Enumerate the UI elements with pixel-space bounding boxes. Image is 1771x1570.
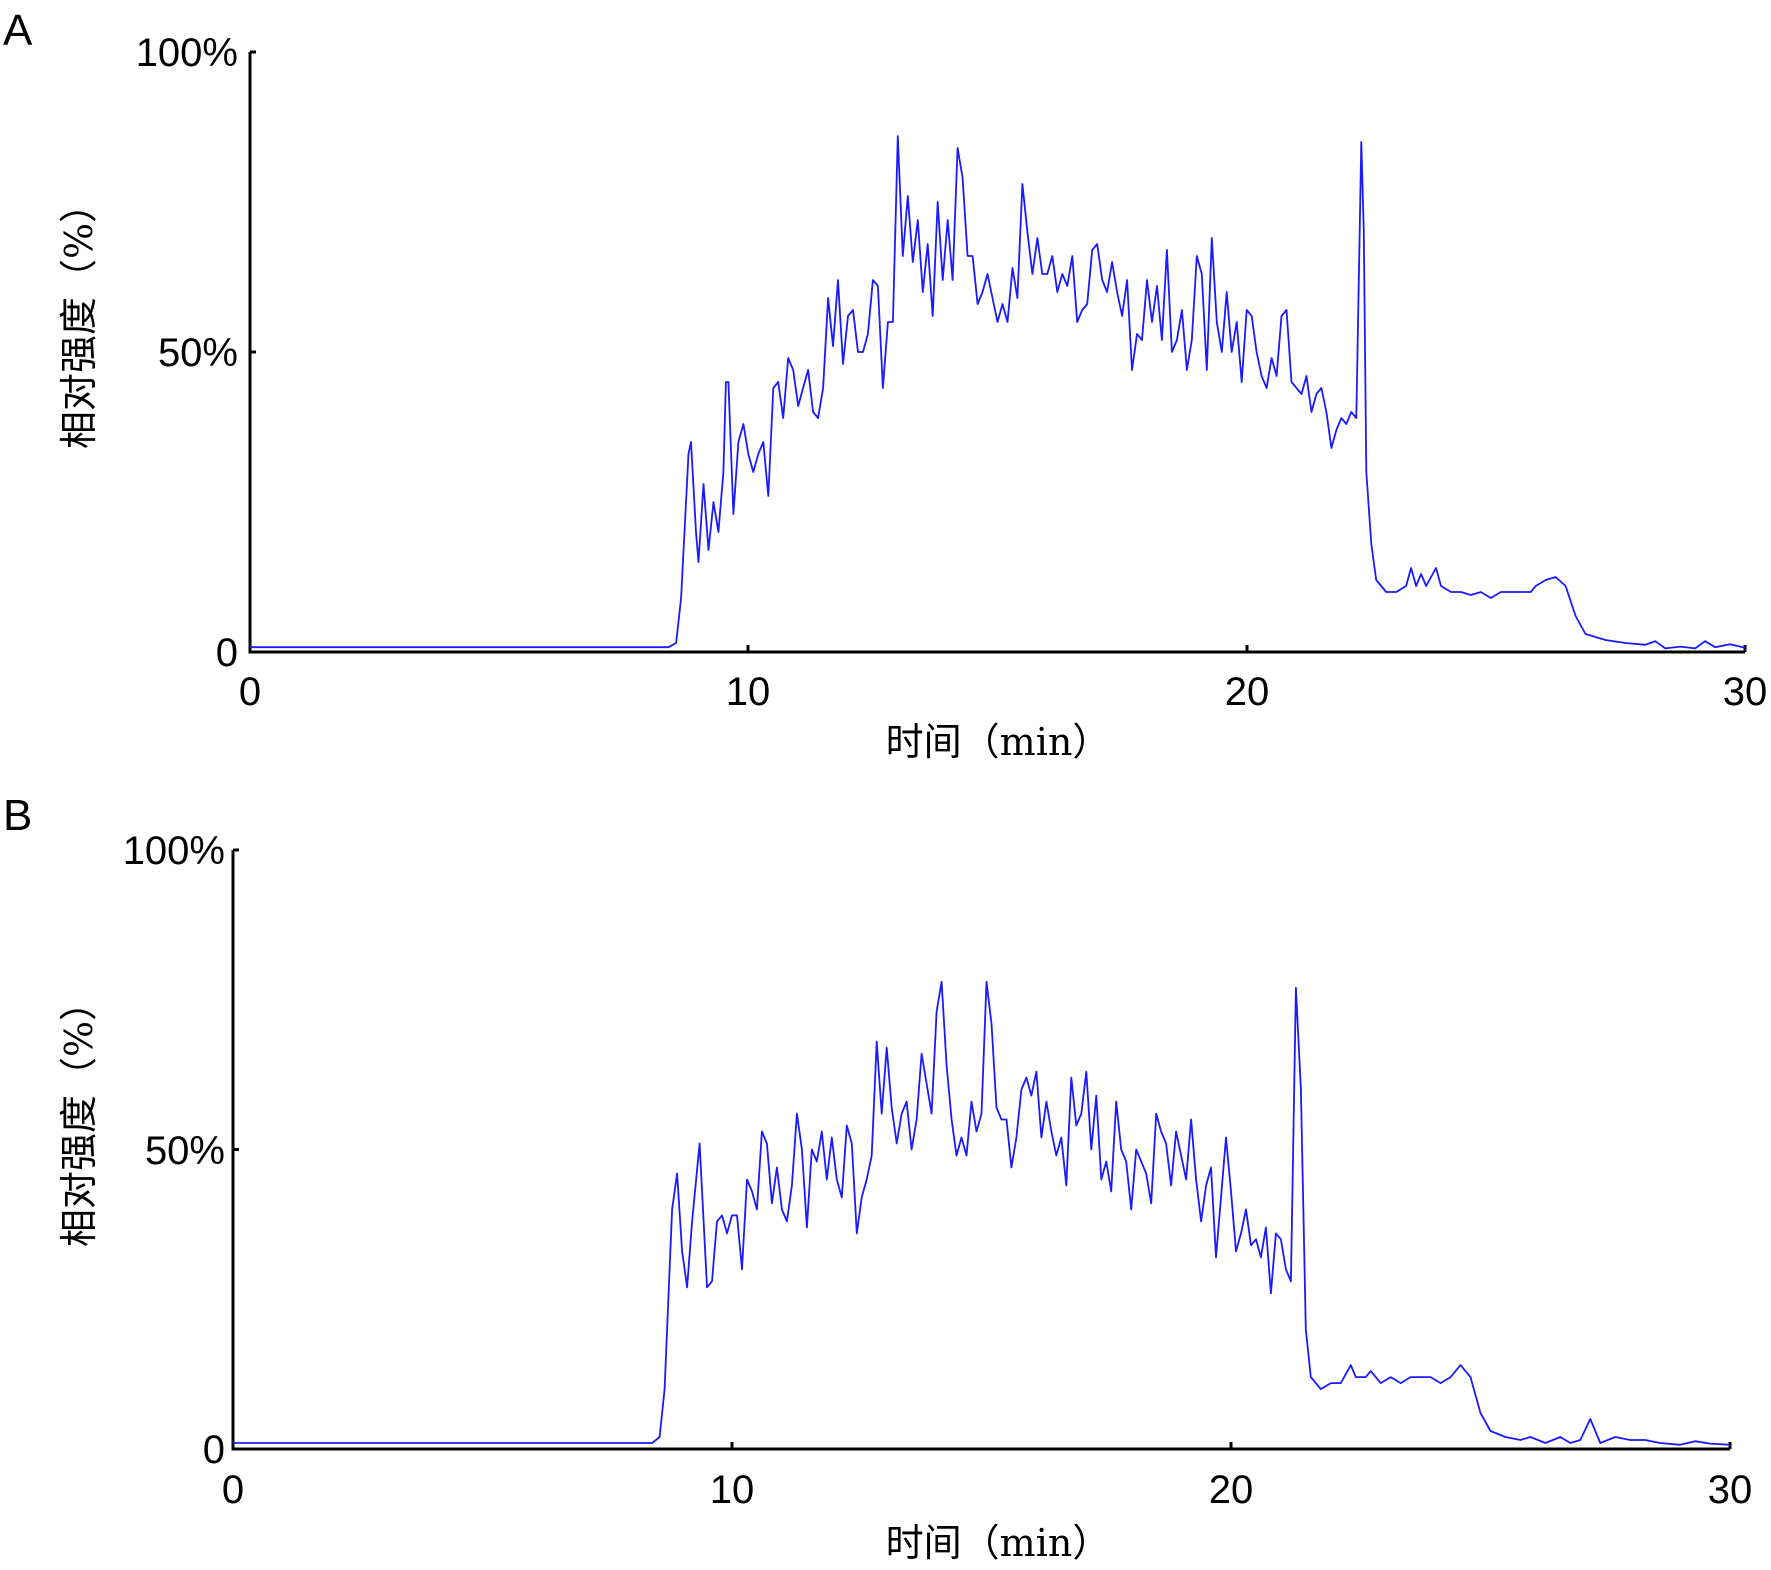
chromatogram-line-a bbox=[250, 135, 1746, 650]
y-axis-title-b: 相对强度（%） bbox=[57, 983, 101, 1247]
x-axis-title-b: 时间（min） bbox=[886, 1521, 1111, 1565]
panel-b: B 100% 50% 0 0 10 20 30 时间（min） 相对强度（%） bbox=[3, 791, 1752, 1565]
y-tick-label-a-100: 100% bbox=[136, 31, 238, 75]
y-tick-label-b-50: 50% bbox=[145, 1129, 225, 1173]
panel-label-b: B bbox=[3, 791, 32, 840]
x-axis-title-a: 时间（min） bbox=[886, 720, 1111, 764]
y-tick-label-b-100: 100% bbox=[123, 829, 225, 873]
y-axis-title-a: 相对强度（%） bbox=[57, 185, 101, 449]
x-tick-label-a-0: 0 bbox=[239, 670, 261, 714]
x-tick-label-a-30: 30 bbox=[1723, 670, 1768, 714]
y-tick-label-a-0: 0 bbox=[216, 631, 238, 675]
x-tick-label-b-10: 10 bbox=[710, 1468, 755, 1512]
y-tick-label-a-50: 50% bbox=[158, 331, 238, 375]
panel-a: A 100% 50% 0 0 10 20 30 时间（min） 相对强度（%） bbox=[3, 6, 1767, 764]
x-tick-label-a-20: 20 bbox=[1225, 670, 1270, 714]
chromatogram-line-b bbox=[233, 980, 1731, 1446]
x-tick-label-b-0: 0 bbox=[222, 1468, 244, 1512]
x-tick-label-b-20: 20 bbox=[1209, 1468, 1254, 1512]
y-tick-label-b-0: 0 bbox=[203, 1428, 225, 1472]
x-tick-label-b-30: 30 bbox=[1708, 1468, 1753, 1512]
panel-label-a: A bbox=[3, 6, 33, 55]
x-tick-label-a-10: 10 bbox=[726, 670, 771, 714]
